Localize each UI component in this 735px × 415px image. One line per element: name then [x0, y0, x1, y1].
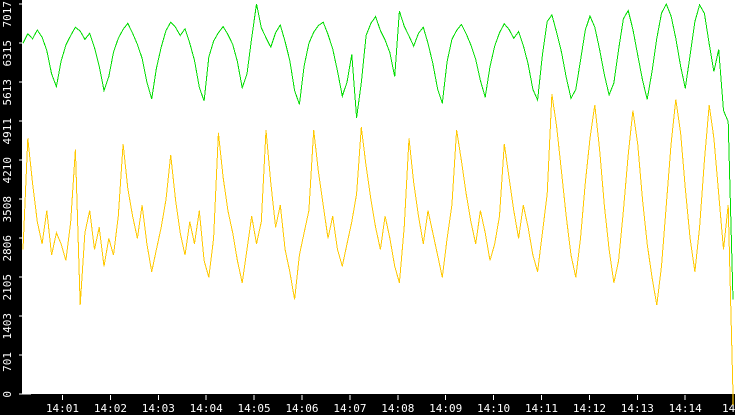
- yellow-series-line: [22, 93, 734, 395]
- green-series-line: [22, 2, 734, 300]
- y-tick-label: 1403: [1, 313, 14, 340]
- y-axis-strip: [0, 0, 22, 415]
- x-tick-label: 14:08: [381, 402, 414, 415]
- y-tick-label: 6315: [1, 40, 14, 67]
- x-tick-label: 14:01: [46, 402, 79, 415]
- yellow-series-overflow-segment: [732, 394, 734, 405]
- y-tick-label: 0: [1, 391, 14, 398]
- y-tick-label: 5613: [1, 79, 14, 106]
- x-tick-label: 14:06: [285, 402, 318, 415]
- x-tick-label: 14:11: [525, 402, 558, 415]
- y-tick-label: 2105: [1, 274, 14, 301]
- x-tick-label: 14:04: [190, 402, 223, 415]
- y-tick-label: 4210: [1, 157, 14, 184]
- x-tick-label: 14:07: [333, 402, 366, 415]
- y-tick-label: 701: [1, 352, 14, 372]
- y-tick-label: 3508: [1, 196, 14, 223]
- plot-area: [22, 2, 734, 405]
- x-tick-label-partial: 14: [722, 402, 735, 415]
- x-tick-label: 14:13: [621, 402, 654, 415]
- y-tick-label: 2806: [1, 235, 14, 262]
- x-tick-label: 14:05: [238, 402, 271, 415]
- x-tick-label: 14:02: [94, 402, 127, 415]
- x-tick-label: 14:12: [573, 402, 606, 415]
- y-tick-label: 4911: [1, 118, 14, 145]
- x-axis-strip: [0, 394, 735, 415]
- y-axis: 0 701 1403 2105 2806 3508 4210 4911 5613 6315 7017: [1, 1, 31, 398]
- x-tick-label: 14:03: [142, 402, 175, 415]
- x-axis: 14:01 14:02 14:03 14:04 14:05 14:06 14:07 14:08…: [46, 395, 735, 415]
- y-tick-label: 7017: [1, 1, 14, 28]
- x-tick-label: 14:14: [669, 402, 702, 415]
- x-tick-label: 14:09: [429, 402, 462, 415]
- x-tick-label: 14:10: [477, 402, 510, 415]
